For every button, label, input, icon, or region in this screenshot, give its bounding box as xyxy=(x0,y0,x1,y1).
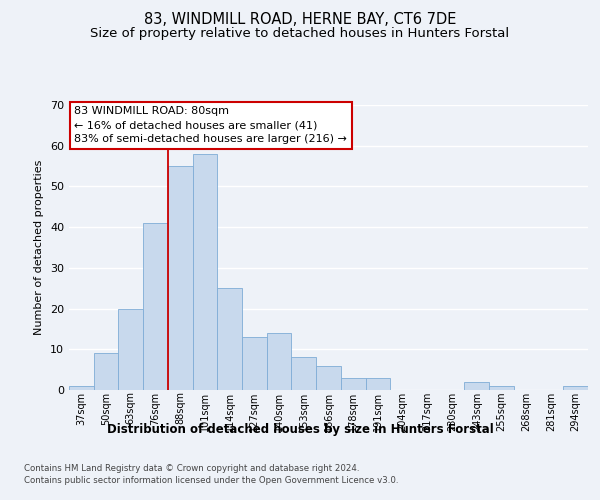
Bar xyxy=(292,358,316,390)
Bar xyxy=(168,166,193,390)
Bar xyxy=(69,386,94,390)
Bar xyxy=(365,378,390,390)
Bar xyxy=(118,308,143,390)
Text: Distribution of detached houses by size in Hunters Forstal: Distribution of detached houses by size … xyxy=(107,422,493,436)
Bar xyxy=(464,382,489,390)
Text: Contains HM Land Registry data © Crown copyright and database right 2024.: Contains HM Land Registry data © Crown c… xyxy=(24,464,359,473)
Text: Size of property relative to detached houses in Hunters Forstal: Size of property relative to detached ho… xyxy=(91,28,509,40)
Text: 83 WINDMILL ROAD: 80sqm
← 16% of detached houses are smaller (41)
83% of semi-de: 83 WINDMILL ROAD: 80sqm ← 16% of detache… xyxy=(74,106,347,144)
Bar xyxy=(193,154,217,390)
Y-axis label: Number of detached properties: Number of detached properties xyxy=(34,160,44,335)
Bar xyxy=(267,333,292,390)
Bar xyxy=(563,386,588,390)
Text: 83, WINDMILL ROAD, HERNE BAY, CT6 7DE: 83, WINDMILL ROAD, HERNE BAY, CT6 7DE xyxy=(144,12,456,28)
Text: Contains public sector information licensed under the Open Government Licence v3: Contains public sector information licen… xyxy=(24,476,398,485)
Bar xyxy=(143,223,168,390)
Bar xyxy=(316,366,341,390)
Bar xyxy=(217,288,242,390)
Bar xyxy=(242,337,267,390)
Bar xyxy=(341,378,365,390)
Bar xyxy=(94,354,118,390)
Bar xyxy=(489,386,514,390)
